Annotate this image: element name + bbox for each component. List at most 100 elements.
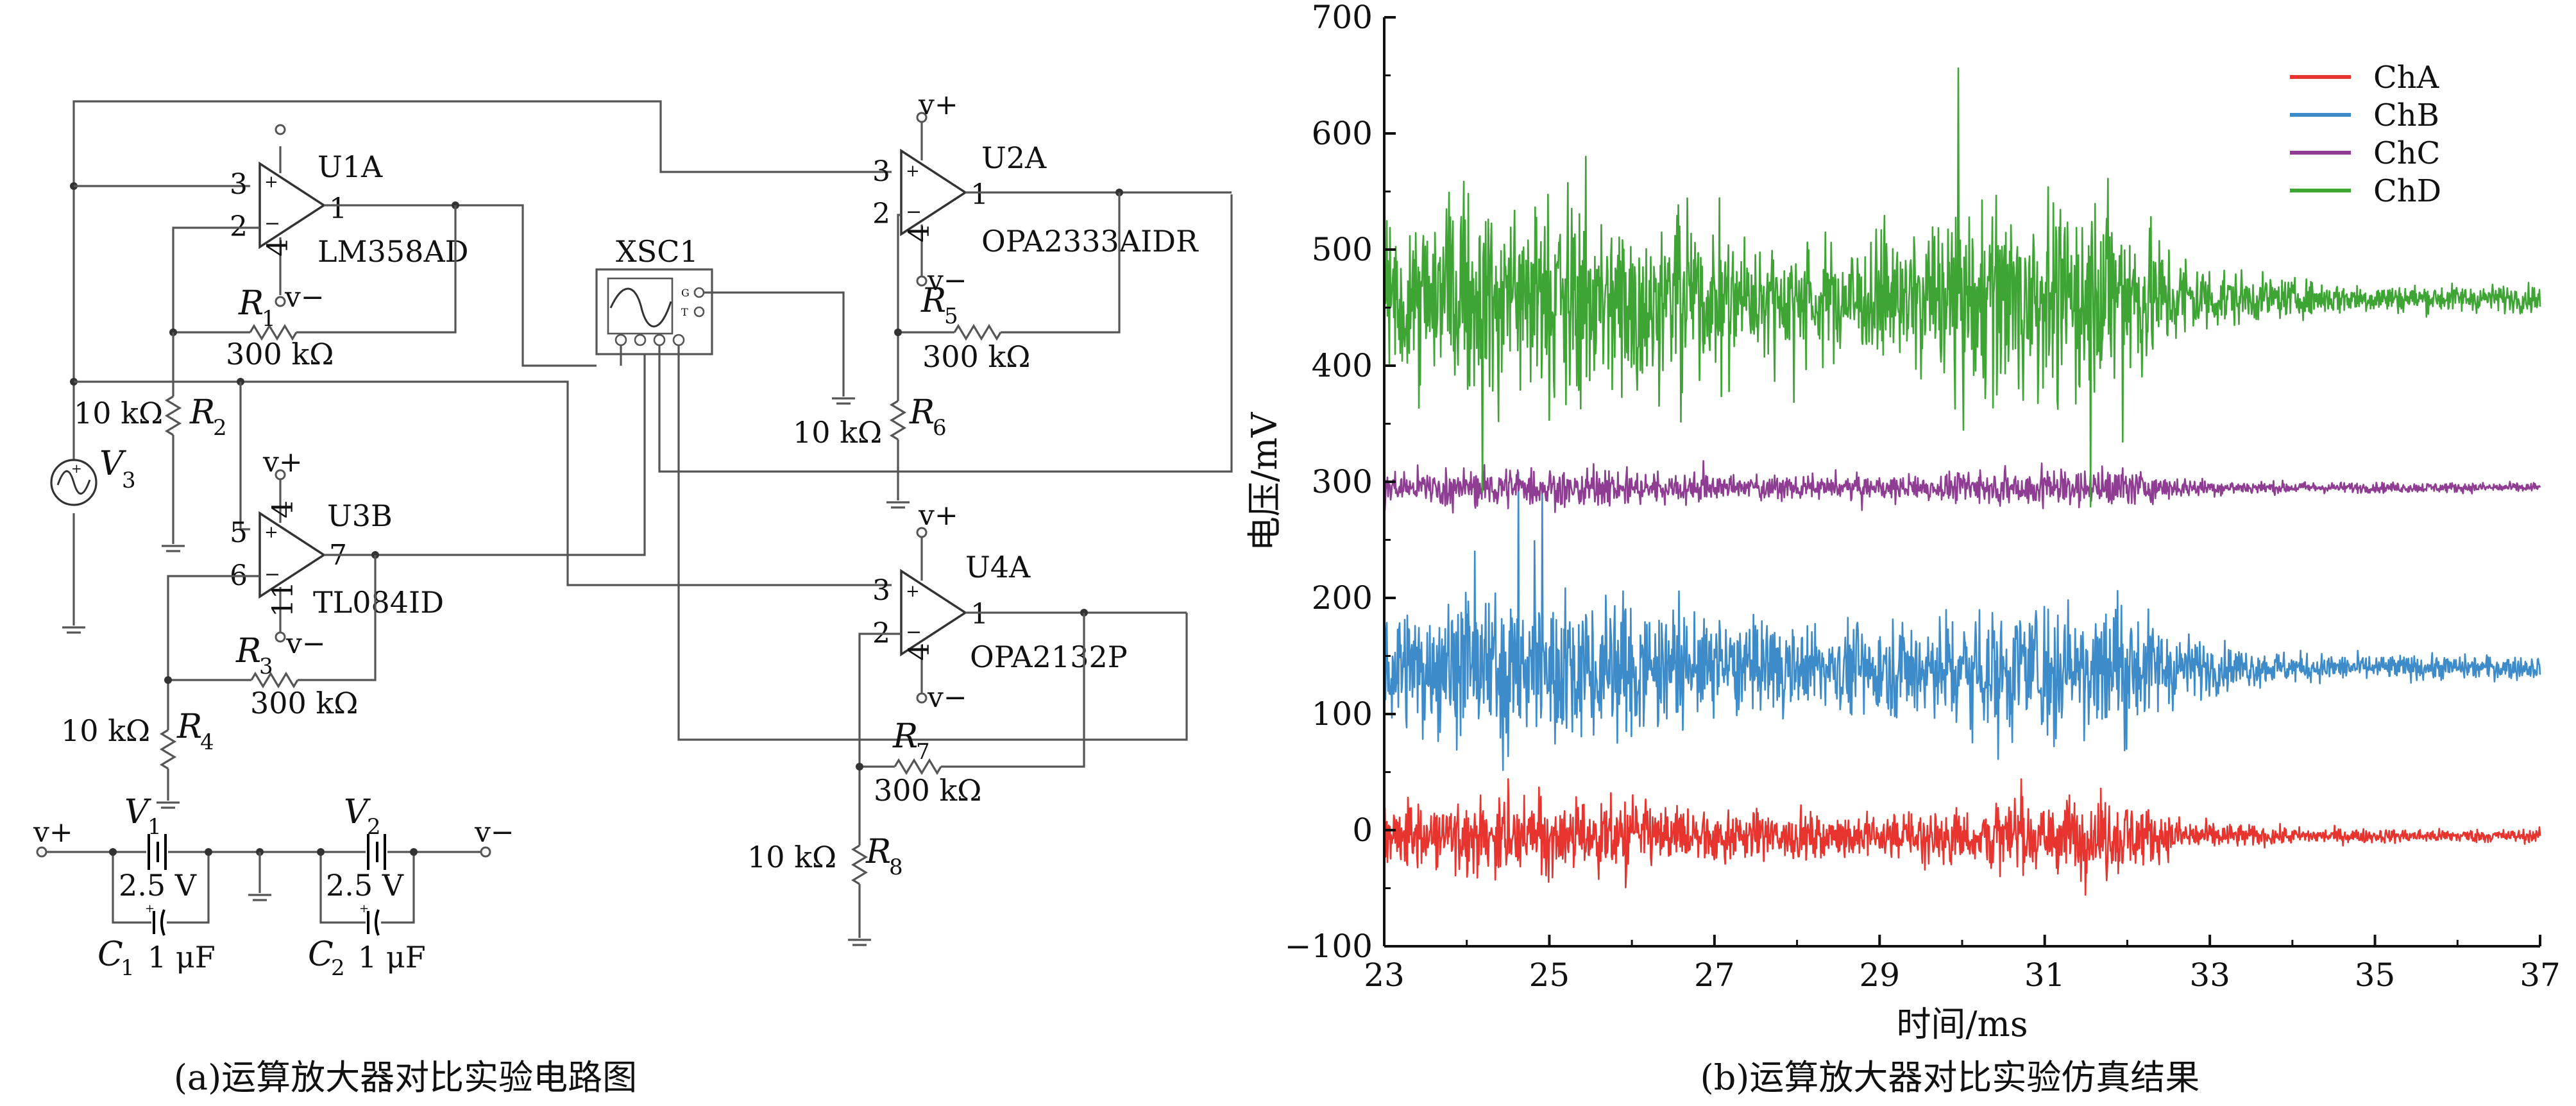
caption-chart: (b)运算放大器对比实验仿真结果 xyxy=(1700,1057,2200,1098)
oscilloscope-xsc1 xyxy=(595,268,713,355)
legend-label: ChB xyxy=(2373,98,2439,133)
svg-text:+: + xyxy=(71,461,82,476)
resistor-r3-zigzag xyxy=(250,671,299,689)
junction-dot xyxy=(205,848,212,856)
c1-value: 1 μF xyxy=(148,940,216,974)
u3b-vneg: v− xyxy=(285,627,326,660)
y-tick-label: 500 xyxy=(1312,231,1373,268)
resistor-r1-zigzag xyxy=(249,323,298,341)
r5-sub: 5 xyxy=(944,303,958,329)
svg-text:+: + xyxy=(906,162,920,181)
x-tick-label: 27 xyxy=(1694,957,1735,994)
svg-text:−: − xyxy=(264,563,280,586)
x-tick-label: 33 xyxy=(2189,957,2230,994)
y-tick-label: 200 xyxy=(1312,579,1373,617)
supply-vpos-label: v+ xyxy=(33,816,73,849)
r2-ref: R xyxy=(189,393,215,432)
u2a-pin-in-pos: 3 xyxy=(872,155,890,188)
circuit-diagram: + V 3 + − 3 2 1 4 U1A LM358AD v− R 1 300… xyxy=(33,89,1233,1098)
resistor-r7-zigzag xyxy=(894,758,942,776)
battery-v1 xyxy=(148,834,167,870)
y-tick-label: 600 xyxy=(1312,115,1373,152)
x-tick-label: 25 xyxy=(1529,957,1570,994)
u3b-vpos: v+ xyxy=(262,446,303,479)
v1-sub: 1 xyxy=(148,814,162,840)
r1-sub: 1 xyxy=(262,306,276,332)
y-tick-label: 0 xyxy=(1352,812,1373,849)
u2a-ref: U2A xyxy=(981,140,1047,175)
x-tick-label: 31 xyxy=(2024,957,2065,994)
wire-u1a-out xyxy=(324,204,597,367)
wire-r3-right xyxy=(298,555,377,681)
y-tick-label: 100 xyxy=(1312,695,1373,733)
junction-dot xyxy=(410,848,418,856)
u2a-pin-in-neg: 2 xyxy=(872,198,890,230)
y-tick-label: 300 xyxy=(1312,463,1373,500)
capacitor-c2: + xyxy=(359,902,380,936)
r1-value: 300 kΩ xyxy=(226,337,334,371)
c2-value: 1 μF xyxy=(358,940,426,974)
r4-value: 10 kΩ xyxy=(61,713,150,748)
opamp-u1a: + − xyxy=(258,124,326,307)
u2a-vneg: v− xyxy=(927,264,967,297)
wire-r1-right xyxy=(296,205,457,334)
r3-value: 300 kΩ xyxy=(250,686,358,720)
ground-symbol xyxy=(886,501,910,509)
ground-symbol xyxy=(248,894,271,901)
resistor-r6-zigzag xyxy=(889,400,907,441)
ground-symbol xyxy=(832,397,855,405)
u3b-pin-vpos: 4 xyxy=(267,500,300,518)
y-axis-label: 电压/mV xyxy=(1244,412,1285,551)
resistor-r4-zigzag xyxy=(159,729,177,770)
series-line-cha xyxy=(1383,778,2541,896)
r1-ref: R xyxy=(238,284,264,323)
r6-ref: R xyxy=(909,393,935,432)
y-tick-label: 400 xyxy=(1312,347,1373,384)
series-line-chd xyxy=(1383,67,2541,507)
svg-text:+: + xyxy=(359,902,369,915)
u2a-vpos: v+ xyxy=(918,89,958,121)
wire-r5-right xyxy=(1001,192,1121,334)
r6-sub: 6 xyxy=(933,415,947,441)
v1-value: 2.5 V xyxy=(119,868,197,903)
u3b-pin-vneg: 11 xyxy=(267,581,300,617)
ground-symbol xyxy=(848,939,871,946)
svg-text:+: + xyxy=(264,173,278,192)
junction-dot xyxy=(317,848,325,856)
svg-text:−: − xyxy=(906,621,922,643)
u1a-pin-vneg: 4 xyxy=(262,239,294,257)
opamp-u4a: + − xyxy=(900,527,968,704)
noise-chart: −100 0 100 200 300 400 500 600 700 23 25 27 29 31 33 35… xyxy=(1244,0,2561,1098)
r2-value: 10 kΩ xyxy=(74,396,163,430)
v2-ref: V xyxy=(344,793,371,831)
u3b-model: TL084ID xyxy=(313,585,444,620)
r8-ref: R xyxy=(865,833,891,871)
svg-text:+: + xyxy=(145,902,155,915)
series-line-chb xyxy=(1383,471,2541,771)
ac-source-v3: + xyxy=(50,459,97,506)
u2a-pin-vneg: 4 xyxy=(903,225,936,242)
c2-ref: C xyxy=(308,935,334,974)
u1a-pin-in-pos: 3 xyxy=(230,168,248,201)
r5-ref: R xyxy=(920,282,946,320)
wire-u4a-in-neg xyxy=(858,633,901,846)
wire-top-loop xyxy=(72,100,892,186)
battery-v2 xyxy=(367,834,386,870)
ground-symbol xyxy=(157,801,180,809)
r4-ref: R xyxy=(176,708,202,746)
v2-sub: 2 xyxy=(367,814,381,840)
u4a-model: OPA2132P xyxy=(970,640,1128,674)
supply-vpos-terminal xyxy=(36,846,47,858)
supply-vneg-terminal xyxy=(480,846,491,858)
axes-layer: −100 0 100 200 300 400 500 600 700 23 25 27 29 31 33 35… xyxy=(1285,0,2561,994)
y-tick-label: −100 xyxy=(1285,928,1373,965)
source-v3-label: V xyxy=(99,445,126,483)
wire-c2-bypass xyxy=(319,852,415,924)
junction-dot xyxy=(164,676,172,684)
junction-dot xyxy=(856,763,863,770)
c1-sub: 1 xyxy=(121,955,135,981)
legend-label: ChD xyxy=(2373,173,2441,209)
r7-value: 300 kΩ xyxy=(874,773,981,808)
